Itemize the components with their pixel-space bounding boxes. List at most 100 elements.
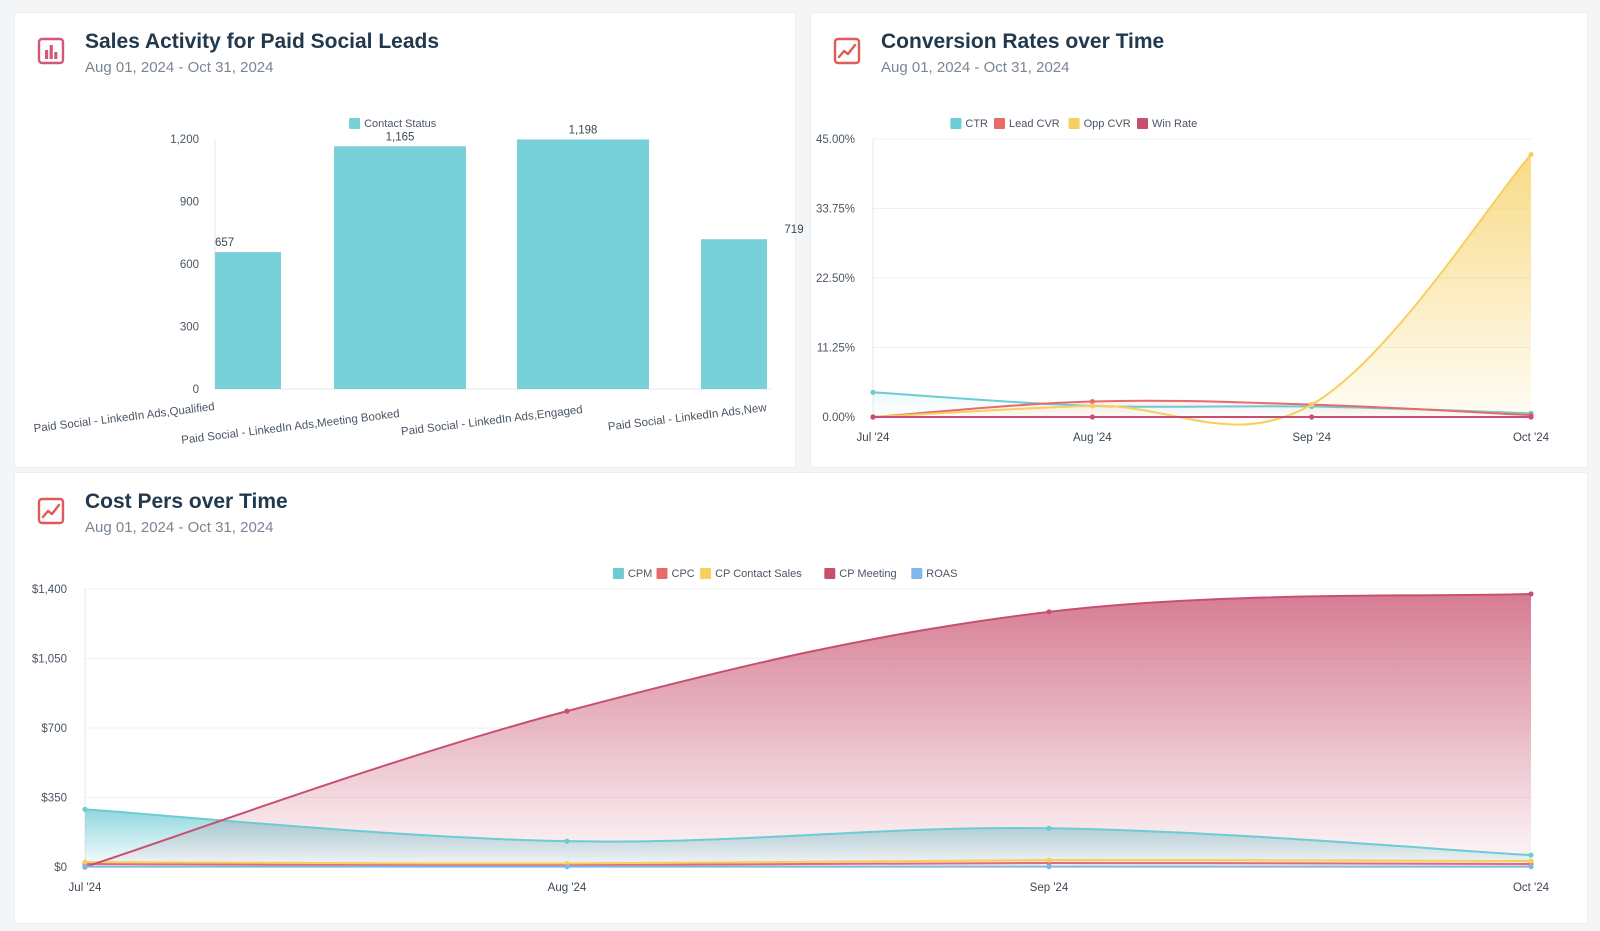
y-tick-label: $350 bbox=[41, 793, 67, 805]
data-point[interactable] bbox=[1089, 414, 1095, 420]
data-point[interactable] bbox=[1046, 609, 1052, 615]
legend-label: Lead CVR bbox=[1009, 118, 1060, 130]
bar[interactable] bbox=[334, 146, 466, 389]
y-tick-label: 1,200 bbox=[170, 134, 199, 146]
legend-label: ROAS bbox=[926, 568, 957, 580]
legend-swatch bbox=[1137, 118, 1148, 129]
legend-label: CTR bbox=[965, 118, 988, 130]
legend-swatch bbox=[994, 118, 1005, 129]
y-tick-label: $1,400 bbox=[32, 584, 67, 596]
legend-item[interactable]: CP Meeting bbox=[824, 568, 897, 580]
y-tick-label: 0.00% bbox=[822, 412, 855, 424]
x-tick-label: Jul '24 bbox=[69, 882, 102, 894]
data-point[interactable] bbox=[1528, 591, 1534, 597]
x-tick-label: Paid Social - LinkedIn Ads,Meeting Booke… bbox=[181, 408, 401, 447]
series-area bbox=[873, 154, 1531, 425]
legend-swatch bbox=[700, 568, 712, 579]
bar[interactable] bbox=[215, 252, 281, 389]
series-line[interactable] bbox=[84, 858, 1532, 865]
data-point[interactable] bbox=[564, 708, 570, 714]
y-tick-label: 11.25% bbox=[817, 343, 855, 355]
x-tick-label: Jul '24 bbox=[857, 432, 890, 444]
legend-label: CPM bbox=[628, 568, 652, 580]
legend: Contact Status bbox=[349, 118, 437, 130]
bar-chart: 0 300 600 900 1,200 Contact Status 657 1,165 1,1… bbox=[33, 118, 804, 447]
legend-label: Contact Status bbox=[364, 118, 437, 130]
data-point[interactable] bbox=[82, 806, 88, 813]
data-label: 657 bbox=[215, 237, 234, 249]
bar[interactable] bbox=[517, 139, 649, 389]
y-tick-label: 22.50% bbox=[816, 273, 855, 285]
data-point[interactable] bbox=[1528, 858, 1534, 864]
data-point[interactable] bbox=[1089, 398, 1095, 405]
y-tick-label: $700 bbox=[41, 723, 67, 735]
line-chart-icon bbox=[833, 37, 861, 65]
legend-item[interactable]: Opp CVR bbox=[1068, 118, 1131, 130]
conversion-rates-chart: 0.00% 11.25% 22.50% 33.75% 45.00% Jul '24 Aug … bbox=[816, 118, 1550, 444]
data-point[interactable] bbox=[1309, 414, 1315, 420]
legend-item[interactable]: ROAS bbox=[911, 568, 957, 580]
legend: CPM CPC CP Contact Sales CP Meeting ROAS bbox=[612, 568, 957, 580]
legend-label: CPC bbox=[672, 568, 695, 580]
legend-item[interactable]: CPM bbox=[612, 568, 652, 580]
data-point[interactable] bbox=[82, 859, 88, 865]
legend-item[interactable]: CP Contact Sales bbox=[700, 568, 802, 580]
legend-label: CP Contact Sales bbox=[715, 568, 802, 580]
y-tick-label: $0 bbox=[54, 862, 67, 874]
legend-swatch bbox=[911, 568, 923, 579]
card-date-range: Aug 01, 2024 - Oct 31, 2024 bbox=[881, 59, 1070, 76]
legend-item[interactable]: CPC bbox=[656, 568, 695, 580]
legend-swatch bbox=[612, 568, 624, 579]
series-area bbox=[85, 593, 1531, 867]
series-line[interactable] bbox=[872, 153, 1532, 426]
y-tick-label: 0 bbox=[193, 384, 199, 396]
x-tick-label: Sep '24 bbox=[1292, 432, 1331, 444]
data-point[interactable] bbox=[1046, 825, 1052, 831]
data-point[interactable] bbox=[1528, 852, 1534, 858]
card-date-range: Aug 01, 2024 - Oct 31, 2024 bbox=[85, 519, 274, 536]
legend-swatch bbox=[656, 568, 668, 579]
legend-item[interactable]: Contact Status bbox=[349, 118, 437, 130]
legend: CTR Lead CVR Opp CVR Win Rate bbox=[950, 118, 1197, 130]
conversion-rates-card: Conversion Rates over Time Aug 01, 2024 … bbox=[810, 12, 1588, 468]
y-tick-label: 300 bbox=[180, 322, 199, 334]
data-point[interactable] bbox=[82, 864, 88, 870]
series-line[interactable] bbox=[84, 592, 1532, 868]
data-label: 1,165 bbox=[386, 131, 415, 143]
data-point[interactable] bbox=[1089, 403, 1095, 409]
legend-item[interactable]: Win Rate bbox=[1137, 118, 1197, 130]
x-tick-label: Aug '24 bbox=[1073, 432, 1112, 444]
legend-swatch bbox=[349, 118, 361, 129]
legend-label: Win Rate bbox=[1152, 118, 1197, 130]
y-tick-label: 33.75% bbox=[816, 204, 855, 216]
data-point[interactable] bbox=[870, 414, 876, 420]
x-tick-label: Oct '24 bbox=[1513, 882, 1550, 894]
sales-activity-card: Sales Activity for Paid Social Leads Aug… bbox=[14, 12, 804, 468]
data-point[interactable] bbox=[564, 838, 570, 844]
card-title: Cost Pers over Time bbox=[85, 490, 288, 513]
data-point[interactable] bbox=[1528, 414, 1534, 420]
legend-item[interactable]: Lead CVR bbox=[994, 118, 1060, 130]
data-label: 719 bbox=[784, 224, 803, 236]
card-date-range: Aug 01, 2024 - Oct 31, 2024 bbox=[85, 59, 274, 76]
x-tick-label: Paid Social - LinkedIn Ads,New bbox=[607, 402, 768, 433]
data-point[interactable] bbox=[1046, 857, 1052, 863]
data-point[interactable] bbox=[1528, 151, 1534, 158]
cost-pers-chart: $0 $350 $700 $1,050 $1,400 Jul '24 Aug '24 Sep … bbox=[32, 568, 1550, 894]
data-point[interactable] bbox=[870, 389, 876, 395]
series-line[interactable] bbox=[84, 808, 1532, 857]
series-line[interactable] bbox=[84, 862, 1532, 867]
y-tick-label: 900 bbox=[180, 197, 199, 209]
data-point[interactable] bbox=[564, 864, 570, 870]
cost-pers-card: Cost Pers over Time Aug 01, 2024 - Oct 3… bbox=[14, 472, 1588, 924]
data-label: 1,198 bbox=[569, 124, 598, 136]
y-tick-label: 600 bbox=[180, 259, 199, 271]
series-line[interactable] bbox=[872, 399, 1532, 418]
data-point[interactable] bbox=[1046, 864, 1052, 870]
bar[interactable] bbox=[701, 239, 767, 389]
x-tick-label: Sep '24 bbox=[1030, 882, 1069, 894]
data-point[interactable] bbox=[1528, 864, 1534, 870]
y-tick-label: 45.00% bbox=[816, 134, 855, 146]
data-point[interactable] bbox=[1309, 402, 1315, 408]
legend-item[interactable]: CTR bbox=[950, 118, 988, 130]
